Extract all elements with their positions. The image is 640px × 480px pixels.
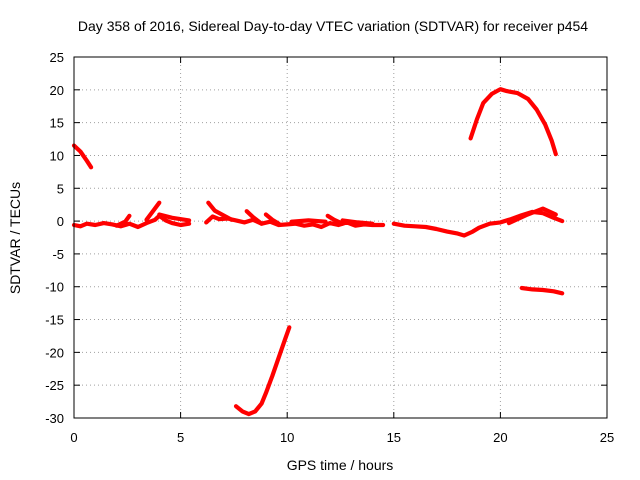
- y-tick-label: 0: [57, 214, 64, 229]
- series-line-10: [289, 218, 328, 224]
- y-tick-label: 10: [50, 148, 64, 163]
- y-tick-label: 15: [50, 116, 64, 131]
- y-tick-label: -20: [45, 345, 64, 360]
- grid: [74, 57, 607, 418]
- y-tick-label: 20: [50, 83, 64, 98]
- series-line-15: [468, 87, 558, 157]
- series-line-12: [506, 206, 558, 226]
- series-line-7: [325, 213, 345, 226]
- x-tick-label: 0: [70, 430, 77, 445]
- x-tick-label: 15: [387, 430, 401, 445]
- series-line-9: [157, 212, 192, 223]
- series-line-11: [340, 218, 375, 226]
- series-line-4: [206, 200, 234, 222]
- y-tick-label: -5: [52, 247, 64, 262]
- y-tick-label: -30: [45, 411, 64, 426]
- y-tick-label: 5: [57, 181, 64, 196]
- x-tick-label: 25: [600, 430, 614, 445]
- x-tick-label: 5: [177, 430, 184, 445]
- y-tick-label: 25: [50, 50, 64, 65]
- series-layer: [71, 87, 565, 417]
- series-line-0: [71, 213, 192, 230]
- plot-frame: [73, 56, 608, 419]
- y-tick-label: -25: [45, 378, 64, 393]
- y-tick-label: -15: [45, 313, 64, 328]
- x-tick-label: 20: [493, 430, 507, 445]
- chart-title: Day 358 of 2016, Sidereal Day-to-day VTE…: [78, 18, 588, 34]
- x-tick-label: 10: [280, 430, 294, 445]
- series-line-16: [519, 285, 565, 296]
- x-axis-label: GPS time / hours: [287, 457, 394, 473]
- y-tick-label: -10: [45, 280, 64, 295]
- series-line-2: [391, 209, 565, 238]
- series-line-8: [114, 213, 132, 228]
- y-axis-label: SDTVAR / TECUs: [7, 182, 23, 294]
- series-line-14: [233, 325, 292, 417]
- series-line-5: [244, 209, 264, 226]
- series-line-6: [263, 212, 281, 226]
- series-line-3: [144, 200, 162, 222]
- ticks: 0 5 10 15 20 25 -30 -25 -20 -15 -10 -5 0 5 10 15 20 25: [45, 50, 614, 445]
- series-line-13: [71, 143, 94, 170]
